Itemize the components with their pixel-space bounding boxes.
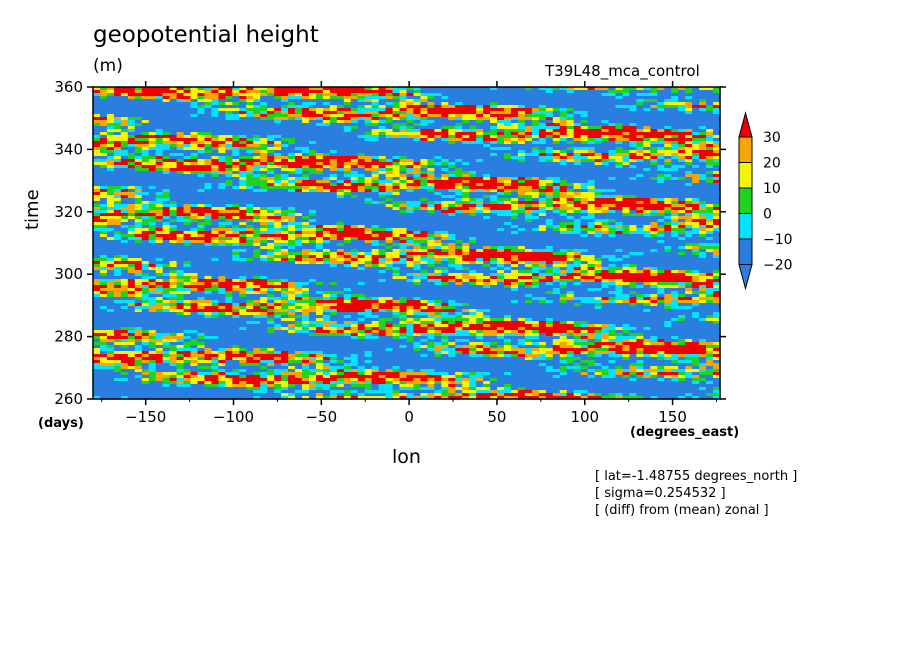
y-tick-label: 320: [54, 203, 83, 221]
x-tick-label: 150: [658, 408, 687, 426]
x-tick-label: 100: [570, 408, 599, 426]
x-axis-label: lon: [392, 446, 421, 468]
x-tick-label: 50: [487, 408, 506, 426]
colorbar-label: −20: [763, 258, 793, 274]
y-tick-label: 280: [54, 328, 83, 346]
chart-title: geopotential height: [93, 22, 319, 48]
colorbar-label: 30: [763, 130, 781, 146]
note-lat: [ lat=-1.48755 degrees_north ]: [595, 469, 798, 484]
colorbar-label: 0: [763, 207, 772, 223]
colorbar-bottom-arrow: [738, 264, 753, 291]
note-sigma: [ sigma=0.254532 ]: [595, 486, 726, 501]
colorbar-label: −10: [763, 232, 793, 248]
x-tick-label: −50: [305, 408, 337, 426]
y-tick-label: 360: [54, 78, 83, 96]
colorbar-label: 10: [763, 181, 781, 197]
colorbar-segment: [738, 187, 753, 214]
y-axis-label: time: [22, 189, 43, 230]
y-tick-label: 300: [54, 265, 83, 283]
colorbar-segment: [738, 136, 753, 163]
x-tick-label: −150: [125, 408, 166, 426]
x-tick-label: −100: [213, 408, 254, 426]
x-tick-label: 0: [404, 408, 414, 426]
y-axis-units: (days): [38, 416, 84, 431]
colorbar-label: 20: [763, 156, 781, 172]
heatmap-field: [93, 87, 721, 400]
run-label: T39L48_mca_control: [545, 62, 700, 80]
chart-units: (m): [93, 56, 123, 76]
colorbar-segment: [738, 238, 753, 265]
y-tick-label: 340: [54, 140, 83, 158]
y-tick-label: 260: [54, 390, 83, 408]
colorbar-top-arrow: [738, 111, 753, 138]
plot-frame: [92, 86, 721, 400]
note-diff: [ (diff) from (mean) zonal ]: [595, 503, 769, 518]
colorbar-segment: [738, 162, 753, 189]
colorbar-segment: [738, 213, 753, 240]
x-axis-units: (degrees_east): [630, 425, 740, 440]
